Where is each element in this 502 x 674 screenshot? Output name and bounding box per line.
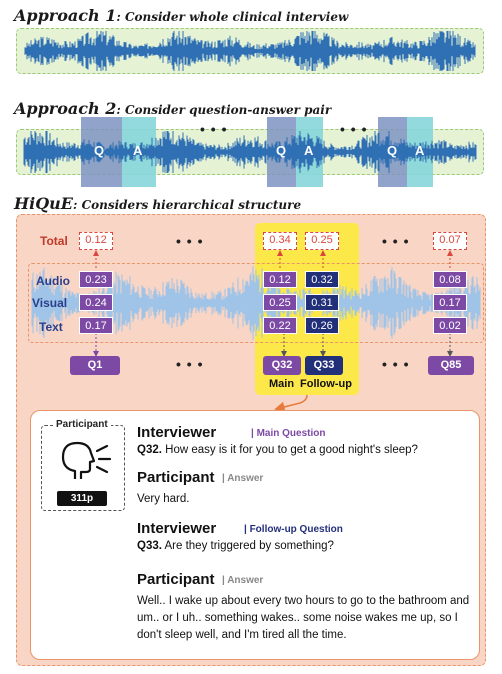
q85-text-score: 0.02 bbox=[433, 317, 467, 334]
q-label-1: Q bbox=[94, 143, 105, 158]
answer-1: Very hard. bbox=[137, 493, 190, 505]
answer-tag-2: | Answer bbox=[222, 575, 264, 586]
q85-visual-score: 0.17 bbox=[433, 294, 467, 311]
approach2-waveform bbox=[23, 131, 477, 173]
answer-tag-1: | Answer bbox=[222, 473, 264, 484]
hique-suffix: : Considers hierarchical structure bbox=[72, 198, 302, 212]
q1-visual-score: 0.24 bbox=[79, 294, 113, 311]
a-label-1: A bbox=[133, 143, 143, 158]
a-label-2: A bbox=[304, 143, 314, 158]
approach2-ellipsis-1: • • • bbox=[200, 121, 228, 137]
main-label: Main bbox=[269, 378, 295, 390]
dialog-box: Participant 311p Interviewer | Main Ques… bbox=[30, 410, 480, 660]
participant-label-2: Participant bbox=[137, 571, 215, 588]
q32-audio-score: 0.12 bbox=[263, 271, 297, 288]
q1-box: Q1 bbox=[70, 356, 120, 375]
approach2-heading: Approach 2: Consider question-answer pai… bbox=[14, 99, 331, 118]
q-label-3: Q bbox=[387, 143, 398, 158]
followup-label: Follow-up bbox=[300, 378, 352, 390]
q33-utterance: Q33. Are they triggered by something? bbox=[137, 538, 467, 555]
answer-2: Well.. I wake up about every two hours t… bbox=[137, 595, 470, 641]
hique-prefix: HiQuE bbox=[14, 194, 73, 213]
q33-text-score: 0.26 bbox=[305, 317, 339, 334]
main-question-tag: | Main Question bbox=[251, 428, 326, 439]
audio-row-label: Audio bbox=[36, 274, 70, 288]
participant-id-badge: 311p bbox=[57, 491, 107, 506]
followup-question-tag: | Follow-up Question bbox=[244, 524, 343, 535]
q33-audio-score: 0.32 bbox=[305, 271, 339, 288]
total-row-label: Total bbox=[40, 234, 68, 248]
approach2-ellipsis-2: • • • bbox=[340, 121, 368, 137]
q32-box: Q32 bbox=[263, 356, 301, 375]
q85-audio-score: 0.08 bbox=[433, 271, 467, 288]
text-row-label: Text bbox=[39, 320, 63, 334]
participant-label-1: Participant bbox=[137, 469, 215, 486]
approach2-suffix: : Consider question-answer pair bbox=[116, 103, 332, 117]
q1-total-score: 0.12 bbox=[79, 232, 113, 250]
participant-card-title: Participant bbox=[53, 419, 111, 430]
q33-box: Q33 bbox=[305, 356, 343, 375]
question-ellipsis-1: • • • bbox=[176, 356, 204, 372]
q1-audio-score: 0.23 bbox=[79, 271, 113, 288]
speaking-head-icon bbox=[61, 441, 112, 479]
approach1-heading: Approach 1: Consider whole clinical inte… bbox=[14, 6, 348, 25]
q33-text: Are they triggered by something? bbox=[161, 540, 334, 552]
modality-strip bbox=[28, 263, 484, 343]
approach1-suffix: : Consider whole clinical interview bbox=[116, 10, 349, 24]
q33-total-score: 0.25 bbox=[305, 232, 339, 250]
q32-text-score: 0.22 bbox=[263, 317, 297, 334]
approach1-prefix: Approach 1 bbox=[14, 6, 117, 25]
q32-utterance: Q32. How easy is it for you to get a goo… bbox=[137, 442, 467, 459]
q33-number: Q33. bbox=[137, 540, 162, 552]
q85-total-score: 0.07 bbox=[433, 232, 467, 250]
visual-row-label: Visual bbox=[32, 296, 68, 310]
hique-heading: HiQuE: Considers hierarchical structure bbox=[14, 194, 301, 213]
q32-total-score: 0.34 bbox=[263, 232, 297, 250]
interviewer-label-2: Interviewer bbox=[137, 520, 217, 537]
approach2-prefix: Approach 2 bbox=[14, 99, 117, 118]
q33-visual-score: 0.31 bbox=[305, 294, 339, 311]
q32-visual-score: 0.25 bbox=[263, 294, 297, 311]
question-ellipsis-2: • • • bbox=[382, 356, 410, 372]
total-ellipsis-2: • • • bbox=[382, 233, 410, 249]
approach1-band bbox=[16, 28, 484, 74]
q-label-2: Q bbox=[276, 143, 287, 158]
q1-text-score: 0.17 bbox=[79, 317, 113, 334]
q32-number: Q32. bbox=[137, 444, 162, 456]
a-label-3: A bbox=[415, 143, 425, 158]
q32-text: How easy is it for you to get a good nig… bbox=[161, 444, 418, 456]
total-ellipsis-1: • • • bbox=[176, 233, 204, 249]
interviewer-label-1: Interviewer bbox=[137, 424, 217, 441]
q85-box: Q85 bbox=[428, 356, 474, 375]
approach1-waveform bbox=[24, 31, 476, 71]
